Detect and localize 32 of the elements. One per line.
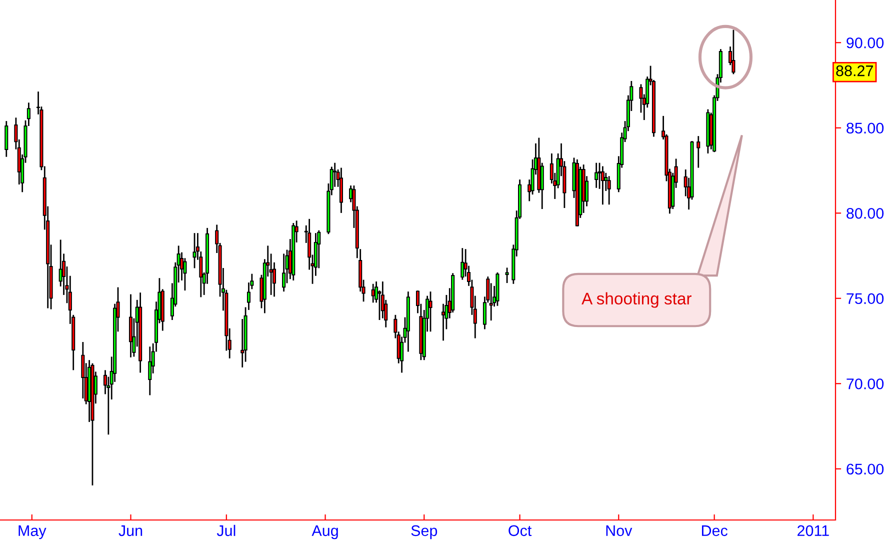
candlestick	[442, 303, 446, 342]
candlestick	[598, 162, 602, 190]
candlestick	[148, 346, 152, 396]
x-tick-label: Oct	[508, 525, 532, 536]
candlestick	[732, 29, 736, 75]
candlestick	[696, 135, 700, 168]
candlestick	[282, 252, 286, 292]
candlestick	[505, 266, 509, 284]
candlestick	[600, 166, 604, 206]
candlestick	[594, 162, 598, 189]
x-tick-label: 2011	[798, 525, 829, 536]
y-tick-label: 70.00	[846, 378, 884, 390]
x-tick-label: Sep	[411, 525, 438, 540]
x-tick-label: Jul	[216, 524, 236, 536]
y-tick-label: 85.00	[846, 122, 884, 134]
candlestick	[460, 247, 464, 280]
candlestick	[4, 120, 8, 158]
annotation: A shooting star	[582, 292, 692, 308]
candlestick	[428, 290, 432, 332]
x-tick-label: Jun	[118, 525, 142, 536]
y-tick-label: 80.00	[846, 208, 884, 219]
candlestick	[489, 282, 493, 322]
x-tick-label: Aug	[312, 525, 338, 540]
candlestick	[607, 175, 611, 206]
x-tick-label: May	[18, 525, 46, 540]
y-tick-label: 75.00	[846, 293, 884, 304]
candlestick	[192, 232, 196, 269]
x-tick-label: Nov	[606, 525, 632, 536]
x-tick-label: Dec	[702, 525, 728, 536]
y-tick-label: 90.00	[846, 37, 884, 48]
y-tick-label: 65.00	[846, 464, 884, 475]
text: 88.27	[836, 65, 873, 76]
